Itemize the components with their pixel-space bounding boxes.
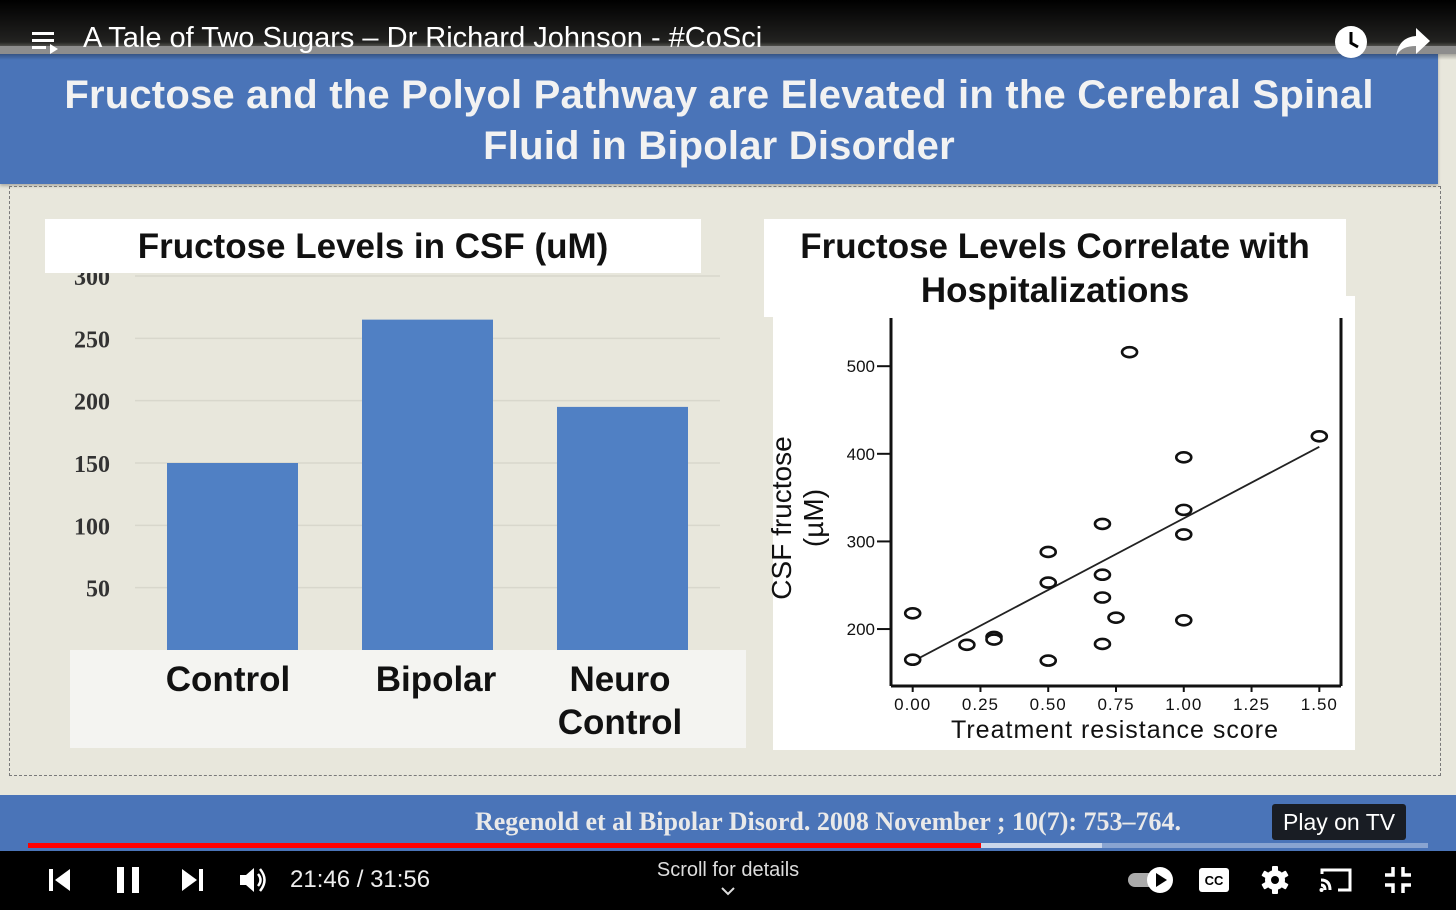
- slide-frame: [9, 186, 1441, 776]
- bar-y-tick-label: 150: [74, 452, 110, 478]
- time-display: 21:46 / 31:56: [290, 866, 431, 893]
- bar: [362, 319, 493, 650]
- scatter-x-tick-label: 0.75: [1097, 695, 1134, 714]
- scatter-y-tick-label: 300: [847, 532, 875, 551]
- scatter-point: [1120, 345, 1139, 359]
- autoplay-toggle-icon[interactable]: [1126, 865, 1176, 895]
- scatter-y-tick-label: 200: [847, 620, 875, 639]
- clock-icon[interactable]: [1333, 24, 1369, 60]
- scatter-title-box: Fructose Levels Correlate with Hospitali…: [764, 219, 1346, 317]
- exit-fullscreen-icon[interactable]: [1384, 866, 1412, 894]
- scatter-point: [1039, 654, 1058, 667]
- bar-y-tick-label: 100: [74, 514, 110, 540]
- scroll-for-details-label: Scroll for details: [656, 859, 800, 881]
- scatter-point: [1039, 576, 1058, 589]
- top-overlay: A Tale of Two Sugars – Dr Richard Johnso…: [0, 0, 1456, 60]
- scatter-point: [985, 633, 1003, 646]
- progress-played: [28, 843, 982, 848]
- bar-category-label: Neuro Control: [557, 660, 683, 742]
- scatter-y-tick-label: 500: [847, 357, 875, 376]
- progress-bar[interactable]: [28, 843, 1428, 848]
- scatter-point: [1174, 503, 1193, 517]
- scatter-plot-area: 200 300 400 500 0.00 0.25 0.50 0.75 1.00 1.25 1.50: [773, 296, 1355, 750]
- bar-chart-title: Fructose Levels in CSF (uM): [137, 227, 609, 266]
- scatter-point: [1093, 637, 1112, 651]
- scatter-point: [1093, 568, 1112, 582]
- bar-category-label: Control: [165, 660, 291, 699]
- playlist-icon[interactable]: [32, 30, 60, 56]
- scatter-x-tick-label: 0.00: [894, 695, 931, 714]
- svg-text:CC: CC: [1205, 873, 1224, 888]
- slide-header: Fructose and the Polyol Pathway are Elev…: [0, 52, 1438, 184]
- video-title[interactable]: A Tale of Two Sugars – Dr Richard Johnso…: [83, 22, 763, 54]
- scatter-x-tick-label: 1.50: [1301, 695, 1338, 714]
- cast-icon[interactable]: [1318, 866, 1354, 894]
- top-divider: [0, 46, 1456, 54]
- scatter-point: [1107, 611, 1125, 624]
- scatter-point: [1174, 613, 1193, 627]
- scatter-point: [1174, 451, 1193, 464]
- bar-y-tick-label: 50: [86, 577, 110, 603]
- scatter-point: [1093, 591, 1112, 604]
- gear-icon[interactable]: [1260, 865, 1290, 895]
- skip-next-icon[interactable]: [180, 867, 204, 893]
- scatter-fit-line: [912, 446, 1320, 663]
- scatter-point: [1039, 545, 1058, 559]
- scatter-x-tick-label: 1.00: [1165, 695, 1202, 714]
- pause-icon[interactable]: [114, 865, 142, 895]
- scatter-point: [1174, 528, 1193, 541]
- play-on-tv-button[interactable]: Play on TV: [1272, 804, 1407, 840]
- volume-icon[interactable]: [238, 865, 268, 895]
- scatter-point: [903, 653, 922, 667]
- scroll-for-details[interactable]: Scroll for details: [0, 859, 1456, 896]
- bar: [557, 406, 688, 650]
- bar-chart-title-box: Fructose Levels in CSF (uM): [45, 219, 701, 273]
- slide-title: Fructose and the Polyol Pathway are Elev…: [64, 73, 1374, 168]
- scatter-y-axis-title-text: CSF fructose (µM): [766, 436, 829, 600]
- player-controls: 21:46 / 31:56 Scroll for details CC: [0, 851, 1456, 910]
- scatter-x-tick-label: 0.50: [1030, 695, 1067, 714]
- chevron-down-icon: [721, 887, 735, 896]
- scatter-point: [903, 606, 922, 620]
- slide-citation: Regenold et al Bipolar Disord. 2008 Nove…: [474, 807, 1182, 836]
- scatter-title: Fructose Levels Correlate with Hospitali…: [800, 227, 1310, 310]
- scatter-y-tick-label: 400: [847, 445, 875, 464]
- bar-category-labels: Control Bipolar Neuro Control: [70, 650, 746, 748]
- skip-previous-icon[interactable]: [48, 867, 72, 893]
- bar-category-label: Bipolar: [375, 660, 497, 699]
- scatter-x-axis-title: Treatment resistance score: [951, 716, 1279, 744]
- bar-y-tick-label: 200: [74, 390, 110, 416]
- scatter-chart: 200 300 400 500 0.00 0.25 0.50 0.75 1.00 1.25 1.50: [847, 318, 1343, 714]
- scatter-point: [1093, 517, 1112, 531]
- scatter-x-tick-label: 1.25: [1233, 695, 1270, 714]
- bar-y-tick-label: 250: [74, 327, 110, 353]
- scatter-point: [958, 638, 976, 652]
- slide-footer: Regenold et al Bipolar Disord. 2008 Nove…: [0, 795, 1456, 861]
- scatter-x-tick-label: 0.25: [962, 695, 999, 714]
- share-arrow-icon[interactable]: [1394, 24, 1432, 60]
- cc-icon[interactable]: CC: [1198, 867, 1230, 893]
- scatter-point: [1310, 429, 1329, 443]
- bar: [167, 463, 298, 650]
